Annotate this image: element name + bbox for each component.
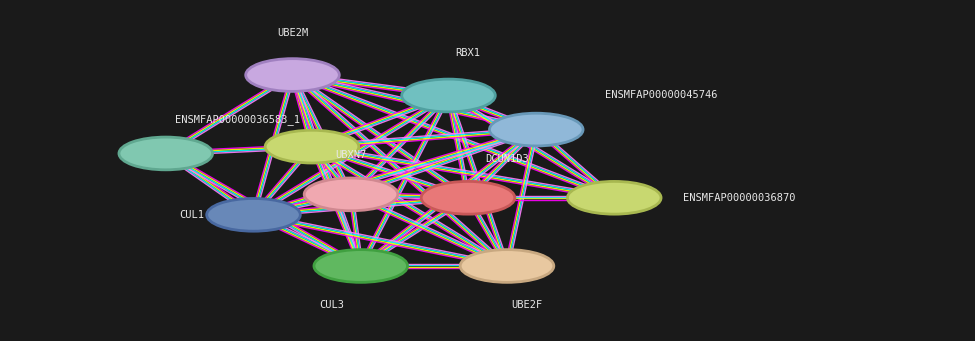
- Circle shape: [246, 59, 339, 91]
- Circle shape: [460, 250, 554, 282]
- Text: UBXN7: UBXN7: [335, 150, 367, 160]
- Text: ENSMFAP00000036870: ENSMFAP00000036870: [682, 193, 795, 203]
- Circle shape: [265, 130, 359, 163]
- Text: ENSMFAP00000045746: ENSMFAP00000045746: [604, 90, 717, 101]
- Text: UBE2M: UBE2M: [277, 28, 308, 38]
- Circle shape: [489, 113, 583, 146]
- Text: DCUN1D3: DCUN1D3: [486, 154, 528, 164]
- Circle shape: [119, 137, 213, 170]
- Circle shape: [314, 250, 408, 282]
- Text: ENSMFAP00000036583_1: ENSMFAP00000036583_1: [176, 114, 300, 125]
- Circle shape: [567, 181, 661, 214]
- Text: CUL1: CUL1: [179, 210, 205, 220]
- Text: CUL3: CUL3: [319, 300, 344, 310]
- Text: UBE2F: UBE2F: [511, 300, 542, 310]
- Circle shape: [402, 79, 495, 112]
- Text: RBX1: RBX1: [455, 48, 481, 58]
- Circle shape: [421, 181, 515, 214]
- Circle shape: [207, 198, 300, 231]
- Circle shape: [304, 178, 398, 211]
